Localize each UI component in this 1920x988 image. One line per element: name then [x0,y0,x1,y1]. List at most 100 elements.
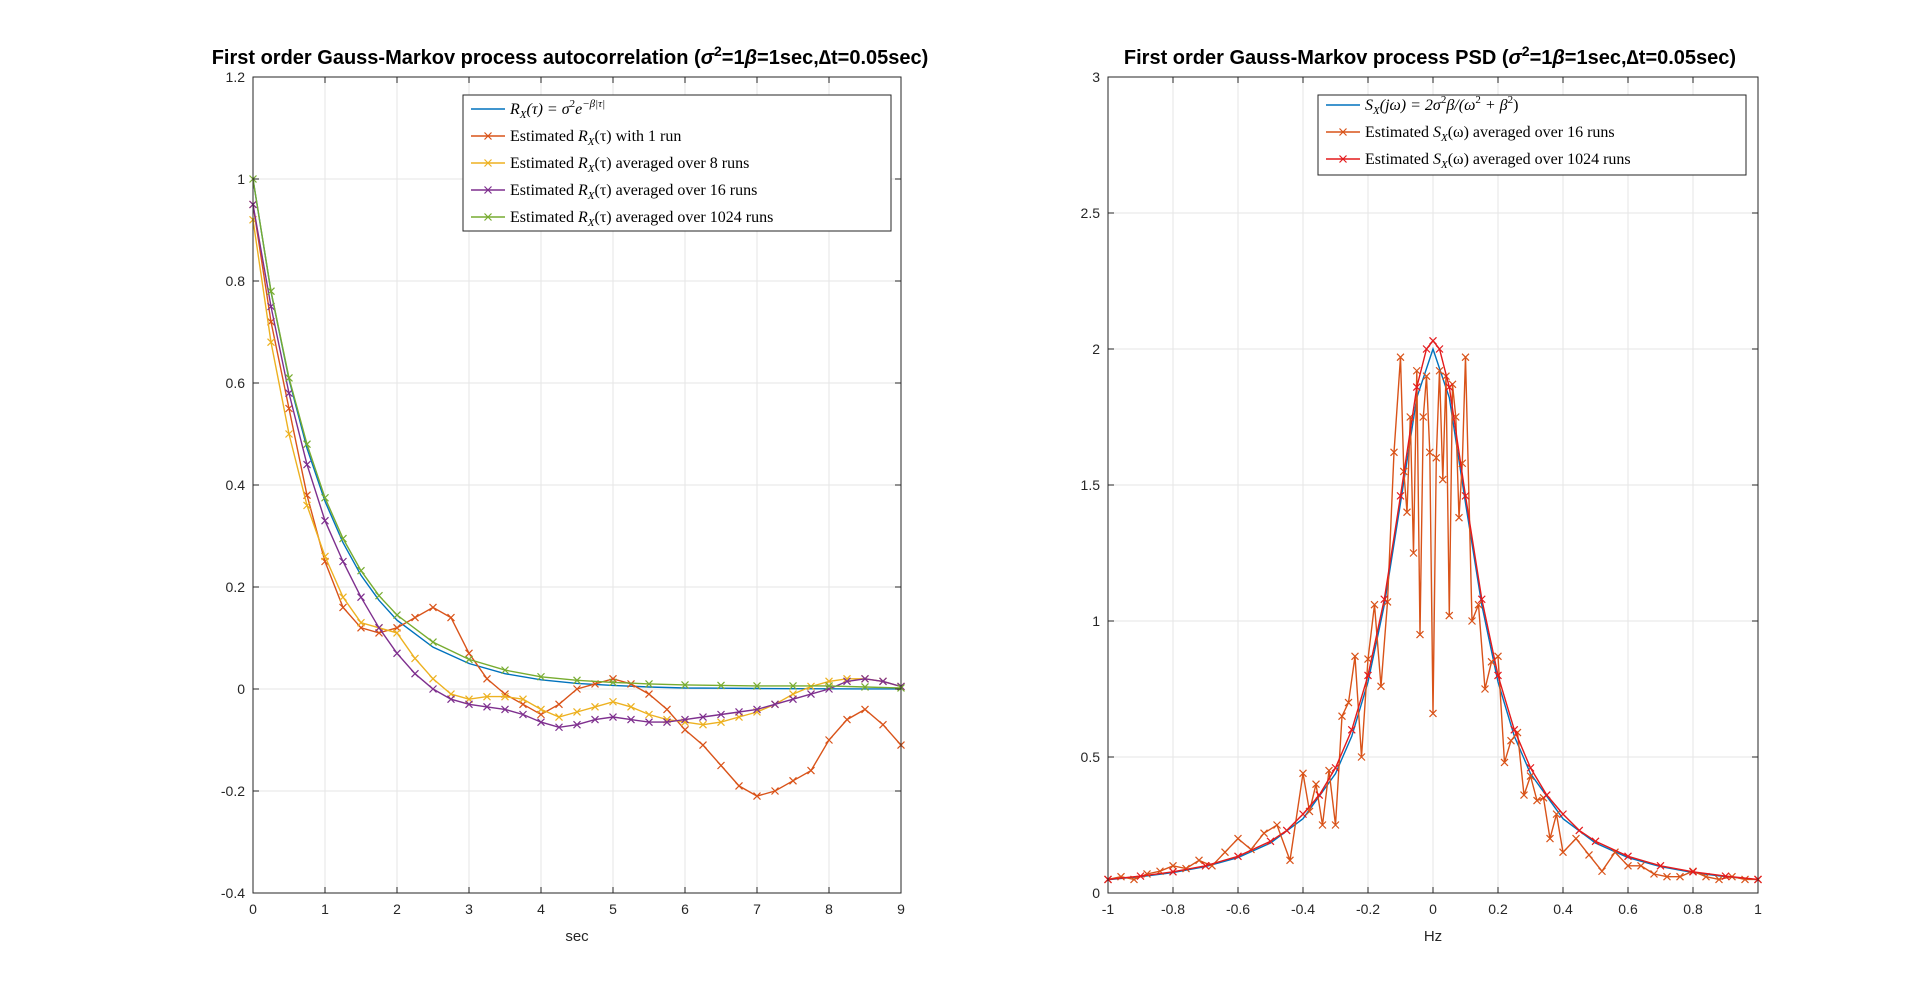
data-point [1715,875,1723,884]
x-tick-label: 0.8 [1683,901,1703,917]
data-point [429,674,437,683]
series-line [252,178,902,689]
data-point [285,373,293,382]
data-point [645,710,653,719]
legend-entry-1: Estimated SX(ω) averaged over 16 runs [1365,124,1615,144]
series [1104,336,1762,884]
data-point [1494,652,1502,661]
y-tick-label: 0.4 [226,477,246,493]
data-point [1344,698,1353,707]
y-tick-label: 1 [237,171,245,187]
x-tick-label: 1 [1754,901,1762,917]
title-eq: =1 [1530,47,1553,69]
legend-entry-3: Estimated RX(τ) averaged over 16 runs [510,182,757,202]
data-point [753,792,761,801]
data-point [717,681,725,690]
data-point [303,501,311,510]
data-point [681,725,689,734]
data-point [1474,600,1483,609]
psd-chart: First order Gauss-Markov process PSD (σ2… [1081,43,1763,945]
series-1 [249,200,905,801]
data-point [1234,834,1242,843]
data-point [267,287,275,296]
legend: SX(jω) = 2σ2β/(ω2 + β2) Estimated SX(ω) … [1317,94,1747,176]
data-point [1481,685,1489,693]
data-point [1364,671,1372,680]
data-point [1425,448,1434,457]
data-point [1396,353,1405,362]
data-point [1299,810,1307,819]
data-point [393,611,401,619]
data-point [357,618,365,627]
data-point [1403,508,1411,517]
title-sigma: σ [701,47,715,69]
chart-title: First order Gauss-Markov process PSD (σ2… [1124,43,1736,69]
data-point [1169,867,1177,876]
y-tick-label: 0.8 [226,273,246,289]
data-point [1422,345,1431,353]
data-point [1312,780,1320,789]
title-sup: 2 [1522,43,1530,59]
data-point [1438,475,1447,484]
data-point [699,741,707,750]
y-tick-label: 2.5 [1081,205,1101,221]
data-point [1721,872,1730,881]
series-0 [1107,346,1759,881]
data-point [1552,810,1561,819]
data-point [1370,600,1379,609]
title-prefix: First order Gauss-Markov process autocor… [212,47,701,69]
data-point [1650,870,1658,878]
data-point [1542,791,1551,800]
y-tick-label: 0.5 [1081,749,1101,765]
data-point [1182,864,1190,873]
data-point [1741,875,1749,884]
data-point [591,715,599,724]
data-point [465,649,473,658]
data-point [519,695,527,704]
data-point [771,700,779,709]
data-point [1338,712,1346,721]
data-point [609,713,617,721]
x-tick-label: 5 [609,901,617,917]
data-point [537,705,545,714]
x-tick-label: 2 [393,901,401,917]
data-point [879,720,887,729]
data-point [1559,848,1567,857]
data-point [1299,769,1307,778]
data-point [663,705,671,714]
title-beta: β [1551,47,1564,69]
data-point [573,685,581,693]
data-point [1676,872,1684,881]
data-point [429,638,437,647]
autocorrelation-chart: First order Gauss-Markov process autocor… [212,43,929,945]
data-point [375,591,383,600]
legend-box [1317,94,1747,176]
data-point [1487,657,1496,666]
data-point [645,690,653,699]
data-point [1656,861,1665,870]
data-point [1598,867,1606,876]
data-point [861,683,869,691]
data-point [1689,867,1697,876]
data-point [627,715,635,724]
data-point [393,628,401,637]
data-point [1409,549,1418,557]
data-point [825,682,833,690]
data-point [645,718,653,727]
data-point [1195,856,1203,865]
data-point [573,708,581,716]
data-point [357,566,365,575]
x-tick-label: -0.8 [1161,901,1185,917]
legend-entry-0: SX(jω) = 2σ2β/(ω2 + β2) [1365,94,1518,117]
data-point [483,702,491,711]
data-point [1591,837,1600,846]
data-point [1429,336,1437,345]
x-axis-label: Hz [1424,928,1442,945]
data-point [681,680,689,689]
data-point [717,718,725,727]
data-point [1520,791,1528,800]
data-point [1380,595,1389,604]
x-tick-label: 0.6 [1618,901,1638,917]
data-point [1445,611,1454,620]
